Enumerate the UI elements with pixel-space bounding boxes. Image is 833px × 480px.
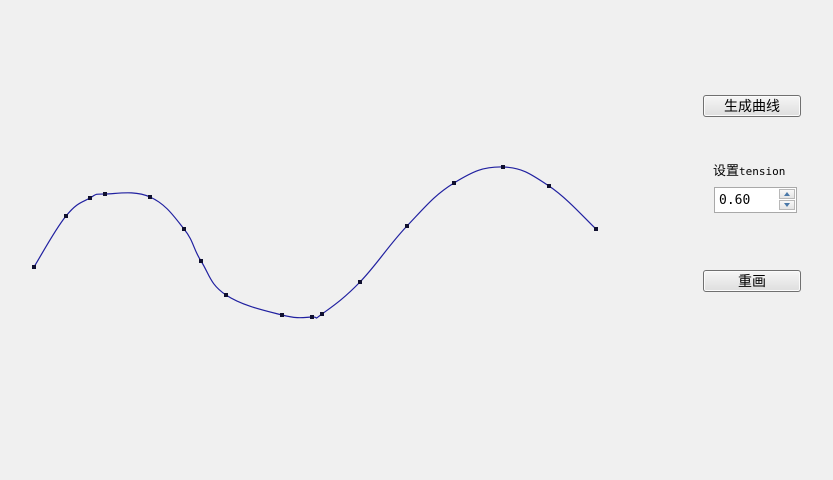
control-point[interactable] <box>320 312 324 316</box>
generate-curve-button[interactable]: 生成曲线 <box>703 95 801 117</box>
tension-spinbox[interactable] <box>714 187 797 213</box>
control-point[interactable] <box>358 280 362 284</box>
control-point[interactable] <box>64 214 68 218</box>
generate-curve-label: 生成曲线 <box>724 99 780 115</box>
control-point[interactable] <box>310 315 314 319</box>
spin-up-button[interactable] <box>779 189 795 199</box>
control-point[interactable] <box>88 196 92 200</box>
control-point[interactable] <box>452 181 456 185</box>
control-point[interactable] <box>280 313 284 317</box>
redraw-button[interactable]: 重画 <box>703 270 801 292</box>
arrow-up-icon <box>784 192 790 196</box>
control-point[interactable] <box>405 224 409 228</box>
control-point[interactable] <box>547 184 551 188</box>
tension-label-en: tension <box>739 165 786 178</box>
control-point[interactable] <box>182 227 186 231</box>
control-point[interactable] <box>103 192 107 196</box>
tension-label: 设置tension <box>713 160 785 179</box>
redraw-label: 重画 <box>738 274 766 290</box>
control-point[interactable] <box>594 227 598 231</box>
control-points <box>32 165 598 319</box>
tension-label-cn: 设置 <box>713 164 740 179</box>
spline-curve <box>33 166 597 319</box>
curve-canvas[interactable] <box>0 0 690 480</box>
control-point[interactable] <box>501 165 505 169</box>
control-point[interactable] <box>148 195 152 199</box>
control-point[interactable] <box>224 293 228 297</box>
tension-input[interactable] <box>715 188 777 212</box>
control-point[interactable] <box>32 265 36 269</box>
arrow-down-icon <box>784 203 790 207</box>
control-point[interactable] <box>199 259 203 263</box>
spin-down-button[interactable] <box>779 200 795 210</box>
